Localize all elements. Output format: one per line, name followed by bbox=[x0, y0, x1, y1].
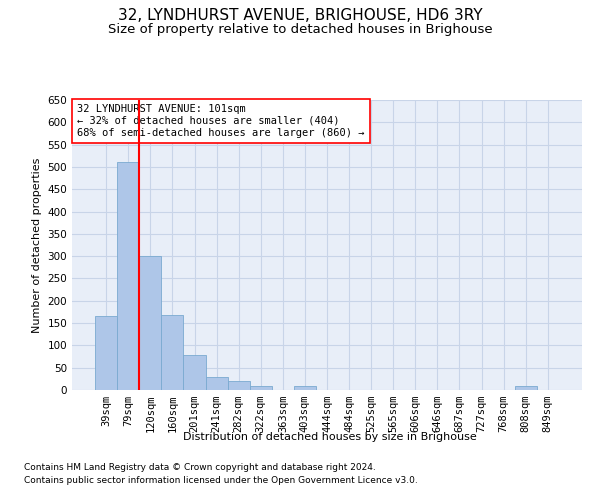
Text: Size of property relative to detached houses in Brighouse: Size of property relative to detached ho… bbox=[107, 22, 493, 36]
Bar bbox=[95, 316, 117, 390]
Text: 32 LYNDHURST AVENUE: 101sqm
← 32% of detached houses are smaller (404)
68% of se: 32 LYNDHURST AVENUE: 101sqm ← 32% of det… bbox=[77, 104, 365, 138]
Bar bbox=[184, 355, 206, 390]
Text: Distribution of detached houses by size in Brighouse: Distribution of detached houses by size … bbox=[183, 432, 477, 442]
Bar bbox=[117, 162, 139, 390]
Y-axis label: Number of detached properties: Number of detached properties bbox=[32, 158, 42, 332]
Text: 32, LYNDHURST AVENUE, BRIGHOUSE, HD6 3RY: 32, LYNDHURST AVENUE, BRIGHOUSE, HD6 3RY bbox=[118, 8, 482, 22]
Bar bbox=[206, 376, 227, 390]
Bar bbox=[161, 315, 184, 390]
Bar bbox=[227, 381, 250, 390]
Text: Contains HM Land Registry data © Crown copyright and database right 2024.: Contains HM Land Registry data © Crown c… bbox=[24, 464, 376, 472]
Text: Contains public sector information licensed under the Open Government Licence v3: Contains public sector information licen… bbox=[24, 476, 418, 485]
Bar bbox=[250, 386, 272, 390]
Bar bbox=[294, 386, 316, 390]
Bar bbox=[139, 256, 161, 390]
Bar bbox=[515, 386, 537, 390]
